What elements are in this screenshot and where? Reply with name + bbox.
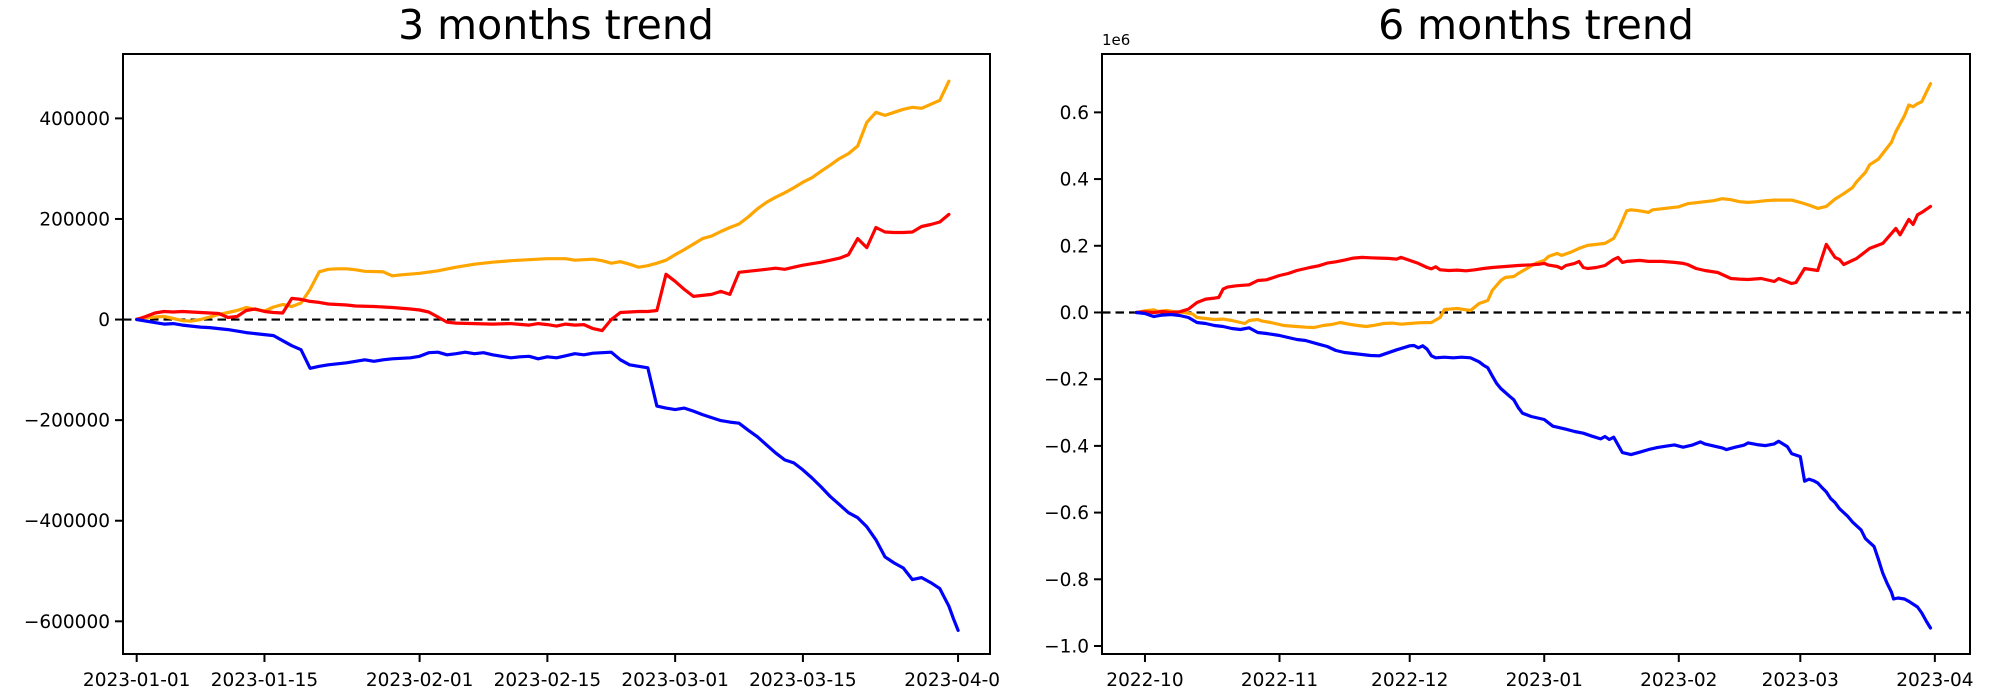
plot-6-months-trend: 2022-10 2022-11 2022-12 2023-01 2023-02 2023-… — [1044, 31, 1973, 691]
x-tick-label: 2023-02 — [1640, 670, 1717, 691]
chart-title: 3 months trend — [398, 1, 714, 49]
y-tick-label: −0.8 — [1044, 570, 1089, 591]
x-tick-label: 2022-10 — [1106, 670, 1183, 691]
x-tick-label: 2023-04 — [1896, 670, 1973, 691]
y-tick-label: 0.0 — [1060, 303, 1089, 324]
series-line-blue — [1134, 310, 1933, 630]
y-tick-label: −400000 — [24, 511, 110, 532]
x-tick-label: 2023-03-01 — [621, 670, 729, 691]
y-tick-label: 200000 — [39, 209, 110, 230]
chart-title: 6 months trend — [1378, 1, 1694, 49]
y-tick-label: 0 — [98, 310, 110, 331]
series-line-orange — [1134, 82, 1933, 330]
y-tick-label: −0.2 — [1044, 370, 1089, 391]
y-tick-label: −0.4 — [1044, 436, 1089, 457]
y-tick-label: −600000 — [24, 612, 110, 633]
x-tick-label: 2022-11 — [1241, 670, 1318, 691]
x-tick-label: 2023-03-15 — [749, 670, 857, 691]
series-line-orange — [135, 79, 951, 323]
x-tick-label: 2023-02-15 — [494, 670, 602, 691]
chart-panel-6-months: 6 months trend 2022-10 2022-11 2022-12 2023… — [1000, 0, 2000, 700]
x-tick-label: 2023-02-01 — [366, 670, 474, 691]
y-tick-label: −1.0 — [1044, 636, 1089, 657]
plot-border — [122, 53, 991, 655]
chart-panel-3-months: 3 months trend 2023-01-01 2023-01-15 2023-… — [24, 1, 1000, 691]
series-line-red — [135, 212, 951, 333]
x-tick-label: 2023-01-15 — [211, 670, 319, 691]
x-tick-label: 2023-03 — [1762, 670, 1839, 691]
plot-3-months-trend: 2023-01-01 2023-01-15 2023-02-01 2023-02-15… — [24, 53, 1000, 691]
y-tick-label: −0.6 — [1044, 503, 1089, 524]
x-tick-label: 2023-01 — [1506, 670, 1583, 691]
y-tick-label: 0.2 — [1060, 236, 1089, 257]
series-line-red — [1134, 204, 1933, 315]
y-tick-label: 0.4 — [1060, 170, 1089, 191]
x-tick-label: 2023-04-01 — [904, 670, 1000, 691]
y-tick-label: 0.6 — [1060, 103, 1089, 124]
series-line-blue — [135, 317, 960, 633]
y-tick-label: 400000 — [39, 109, 110, 130]
x-tick-label: 2022-12 — [1371, 670, 1448, 691]
plot-border — [1101, 53, 1971, 655]
y-tick-label: −200000 — [24, 411, 110, 432]
x-tick-label: 2023-01-01 — [83, 670, 191, 691]
y-axis-offset-label: 1e6 — [1102, 31, 1130, 49]
